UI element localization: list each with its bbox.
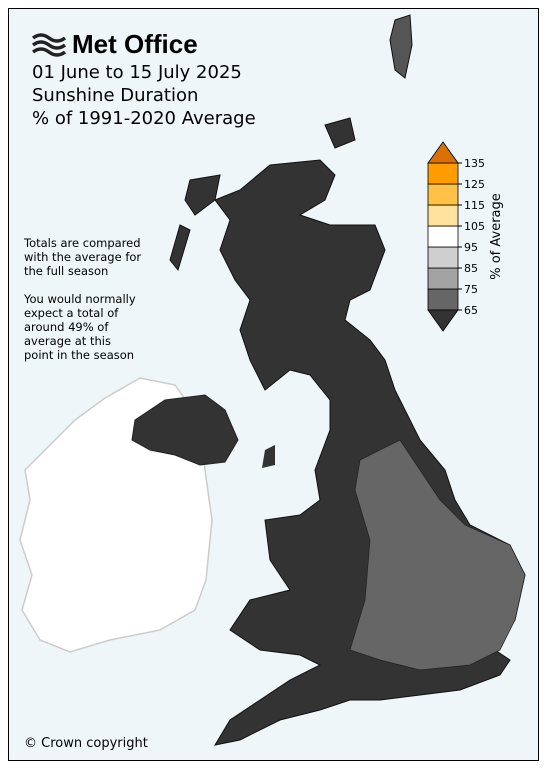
legend-bin [427,204,459,227]
legend-tick-label: 135 [464,157,485,170]
legend-tick-label: 75 [464,283,478,296]
legend-bin [427,267,459,290]
legend-bin [427,246,459,269]
hebrides [169,174,221,272]
orkney [324,117,356,149]
note-line: point in the season [24,348,134,362]
logo: Met Office [31,29,198,59]
title-line: % of 1991-2020 Average [32,108,256,129]
lower-sunshine-region [349,439,526,671]
legend-tick-label: 85 [464,262,478,275]
map [19,14,526,746]
legend-bin [427,288,459,311]
note-line: average at this [24,334,111,348]
legend-below [427,309,459,332]
note-line: You would normally [23,292,136,306]
legend-above [427,141,459,164]
note-line: with the average for [24,250,141,264]
legend-label: % of Average [489,193,504,280]
note-line: the full season [24,264,108,278]
note-line: expect a total of [24,306,119,320]
legend-tick-label: 125 [464,178,485,191]
note-line: around 49% of [24,320,109,334]
legend-tick-label: 65 [464,304,478,317]
legend-tick-label: 95 [464,241,478,254]
title-line: 01 June to 15 July 2025 [32,62,242,83]
legend-bin [427,183,459,206]
legend-tick-label: 105 [464,220,485,233]
isle-of-man [262,445,275,468]
copyright: © Crown copyright [24,736,148,751]
legend-bin [427,225,459,248]
legend-tick-label: 115 [464,199,485,212]
note-line: Totals are compared [23,236,141,250]
northern-ireland [131,394,239,466]
brand: Met Office [72,29,198,59]
title-line: Sunshine Duration [32,85,198,106]
shetland [389,14,413,79]
legend-bin [427,162,459,185]
